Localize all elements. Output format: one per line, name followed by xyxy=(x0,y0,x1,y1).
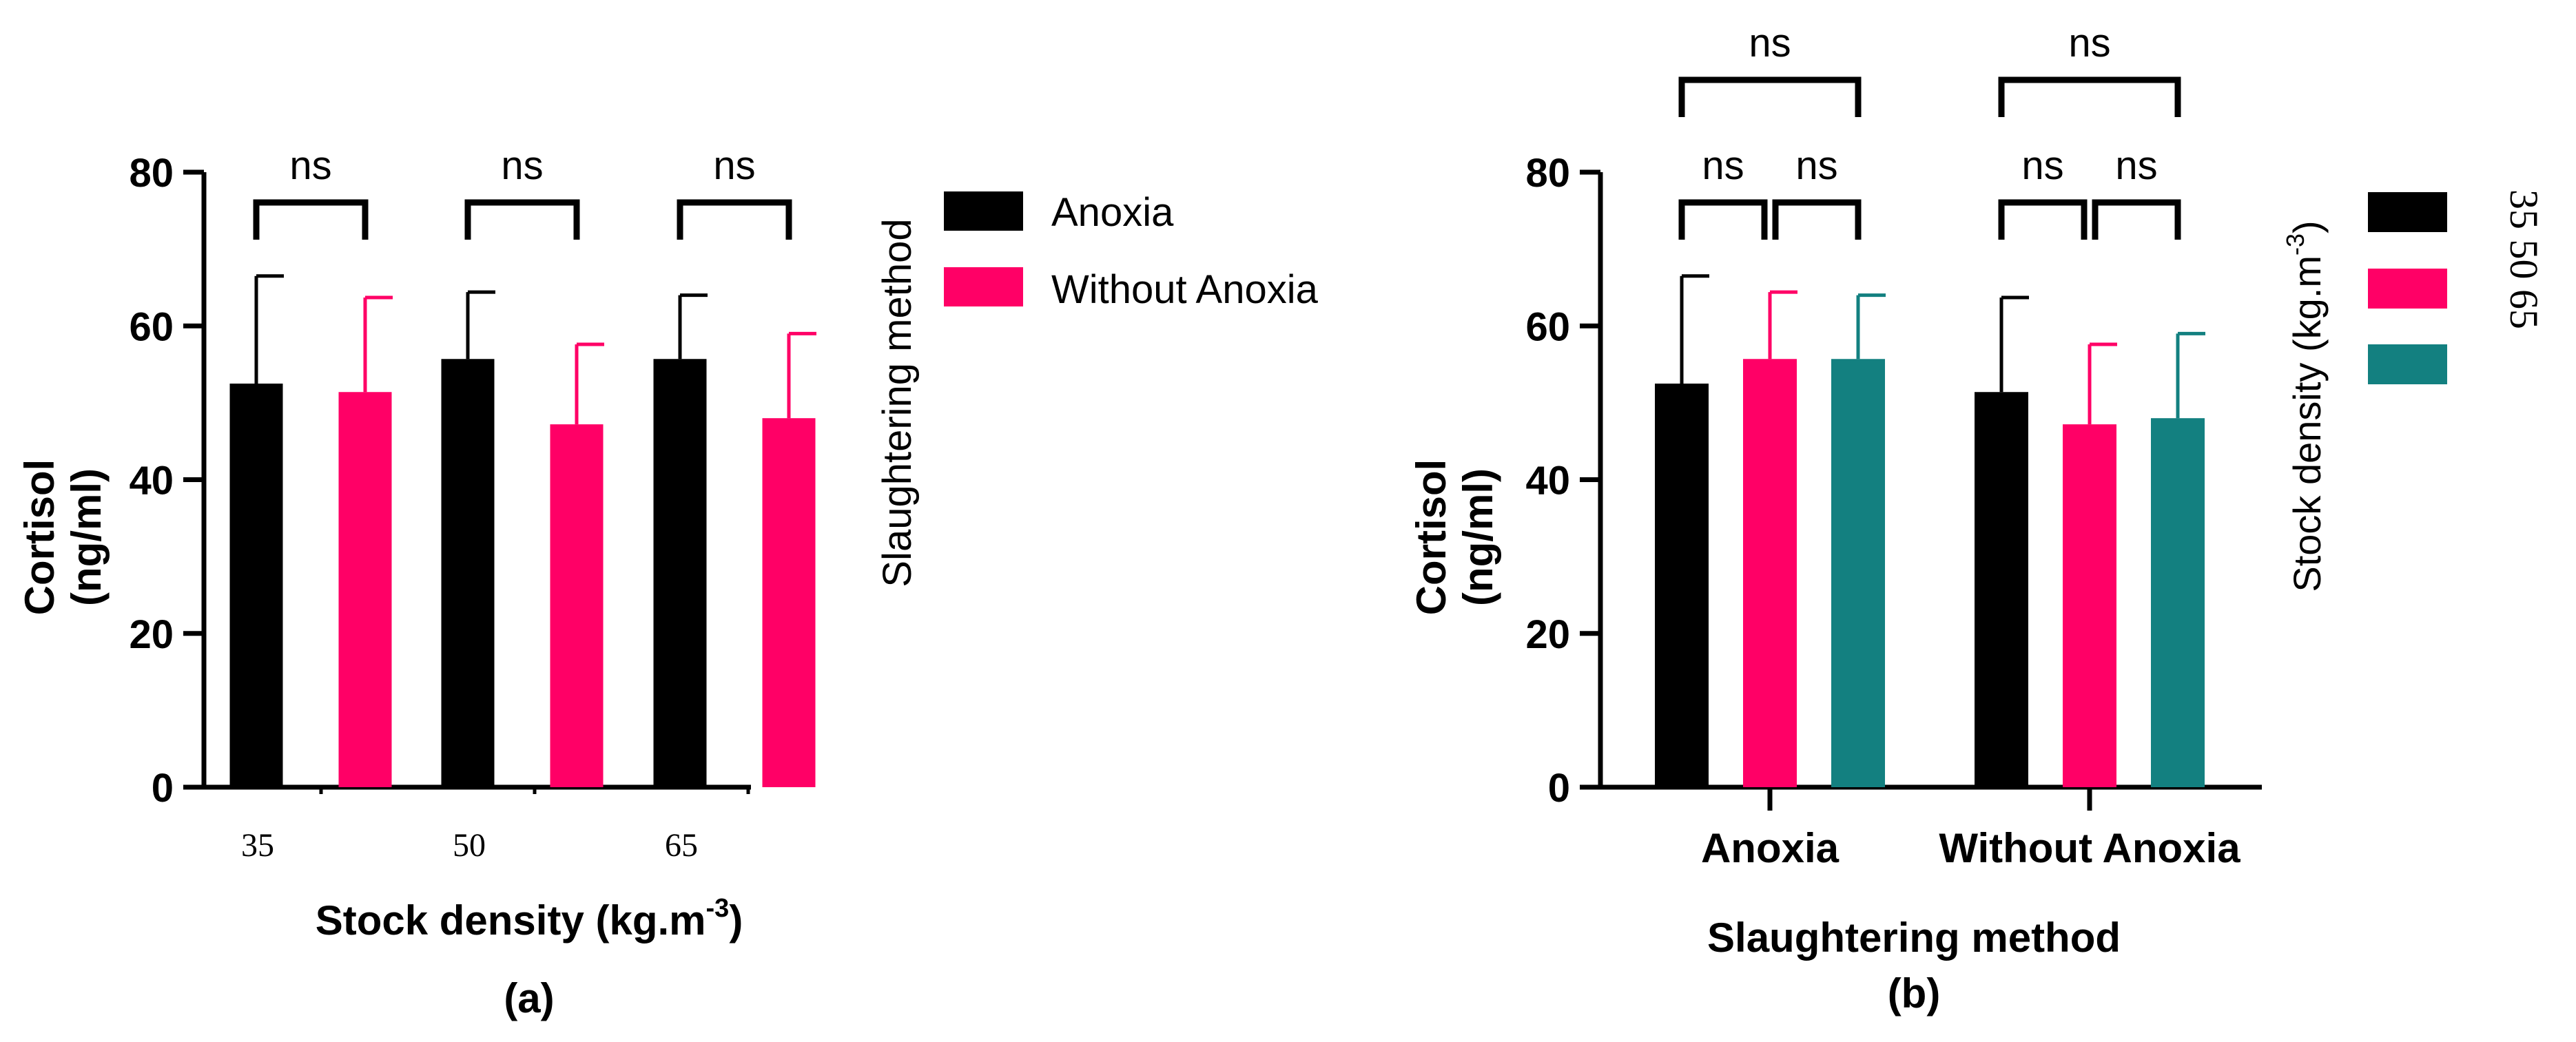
panel-b-ytick-label: 0 xyxy=(1548,766,1570,811)
panel-a-bars: 35 50 65 xyxy=(229,274,816,864)
legend-label-without-anoxia: Without Anoxia xyxy=(1051,267,1319,312)
sig-pair-b-1-left-label: ns xyxy=(2021,143,2063,188)
sig-pair-b-0-right-label: ns xyxy=(1795,143,1837,188)
panel-a-axes: 0 20 40 60 80 xyxy=(129,151,751,811)
panel-a-ytick-label: 20 xyxy=(129,612,174,657)
bar-b-without-anoxia-65 xyxy=(2151,418,2205,787)
sig-pair-b-1-right xyxy=(2092,199,2181,240)
bar-b-without-anoxia-35 xyxy=(1975,392,2028,787)
panel-b-legend-title: Stock density (kg.m-3) xyxy=(2281,220,2329,592)
panel-a-ytick-label: 80 xyxy=(129,151,174,196)
panel-b-ylabel-line2: (ng/ml) xyxy=(1455,468,1501,606)
legend-swatch-35 xyxy=(2368,192,2447,232)
sig-bracket-a-0-label: ns xyxy=(289,143,331,188)
panel-a-ylabel-line1: Cortisol xyxy=(17,459,63,616)
panel-a-ylabel-line2: (ng/ml) xyxy=(63,468,110,606)
legend-swatch-anoxia xyxy=(944,191,1023,231)
sig-pair-b-1-right-label: ns xyxy=(2115,143,2157,188)
panel-b-ytick-label: 80 xyxy=(1525,151,1570,196)
panel-b-ytick-label: 20 xyxy=(1525,612,1570,657)
panel-b-ytick-label: 40 xyxy=(1525,459,1570,503)
panel-a-xtick-label: 50 xyxy=(453,827,486,864)
sig-bracket-a-1-label: ns xyxy=(501,143,543,188)
panel-b-figure-label: (b) xyxy=(1888,970,1941,1017)
panel-b-significance: ns ns ns ns ns ns xyxy=(1678,21,2181,240)
panel-a-legend-title: Slaughtering method xyxy=(875,218,920,587)
panel-a: 0 20 40 60 80 35 50 65 ns ns ns Cortisol (ng/ml)… xyxy=(17,143,1319,1021)
sig-pair-b-0-left-label: ns xyxy=(1702,143,1744,188)
bar-b-without-anoxia-50 xyxy=(2063,424,2116,787)
panel-a-ytick-label: 60 xyxy=(129,304,174,349)
sig-outer-b-1 xyxy=(1998,76,2181,117)
bar-b-anoxia-65 xyxy=(1831,359,1885,787)
legend-swatch-50 xyxy=(2368,269,2447,309)
panel-b-legend-labels: 35 50 65 xyxy=(2502,189,2546,329)
sig-outer-b-1-label: ns xyxy=(2068,21,2110,65)
sig-pair-b-0-right xyxy=(1772,199,1862,240)
panel-b-xlabel: Slaughtering method xyxy=(1707,915,2121,961)
panel-a-xlabel: Stock density (kg.m-3) xyxy=(316,894,743,944)
sig-bracket-a-1 xyxy=(464,199,580,240)
sig-pair-b-0-left xyxy=(1678,199,1768,240)
panel-a-ytick-label: 0 xyxy=(152,766,174,811)
legend-swatch-65 xyxy=(2368,344,2447,384)
bar-a-50-without-anoxia xyxy=(550,424,604,787)
panel-b-xtick-label: Anoxia xyxy=(1701,825,1840,871)
bar-a-35-without-anoxia xyxy=(338,392,392,787)
sig-outer-b-0-label: ns xyxy=(1749,21,1791,65)
panel-b-bars: Anoxia Without Anoxia xyxy=(1655,274,2240,871)
panel-a-ytick-label: 40 xyxy=(129,459,174,503)
panel-b-xtick-label: Without Anoxia xyxy=(1939,825,2240,871)
bar-b-anoxia-35 xyxy=(1655,383,1709,787)
panel-a-significance: ns ns ns xyxy=(253,143,792,240)
bar-a-65-anoxia xyxy=(653,359,707,787)
panel-b-ylabel-line1: Cortisol xyxy=(1408,459,1454,616)
bar-a-65-without-anoxia xyxy=(762,418,816,787)
sig-bracket-a-2 xyxy=(677,199,792,240)
legend-label-anoxia: Anoxia xyxy=(1051,190,1174,235)
bar-a-35-anoxia xyxy=(229,383,283,787)
panel-a-xtick-label: 65 xyxy=(665,827,698,864)
legend-swatch-without-anoxia xyxy=(944,267,1023,306)
panel-a-figure-label: (a) xyxy=(504,975,554,1021)
bar-a-50-anoxia xyxy=(441,359,495,787)
sig-bracket-a-0 xyxy=(253,199,369,240)
bar-b-anoxia-50 xyxy=(1743,359,1797,787)
sig-outer-b-0 xyxy=(1678,76,1862,117)
panel-a-xtick-label: 35 xyxy=(241,827,274,864)
panel-b-ytick-label: 60 xyxy=(1525,304,1570,349)
sig-bracket-a-2-label: ns xyxy=(713,143,755,188)
sig-pair-b-1-left xyxy=(1998,199,2088,240)
